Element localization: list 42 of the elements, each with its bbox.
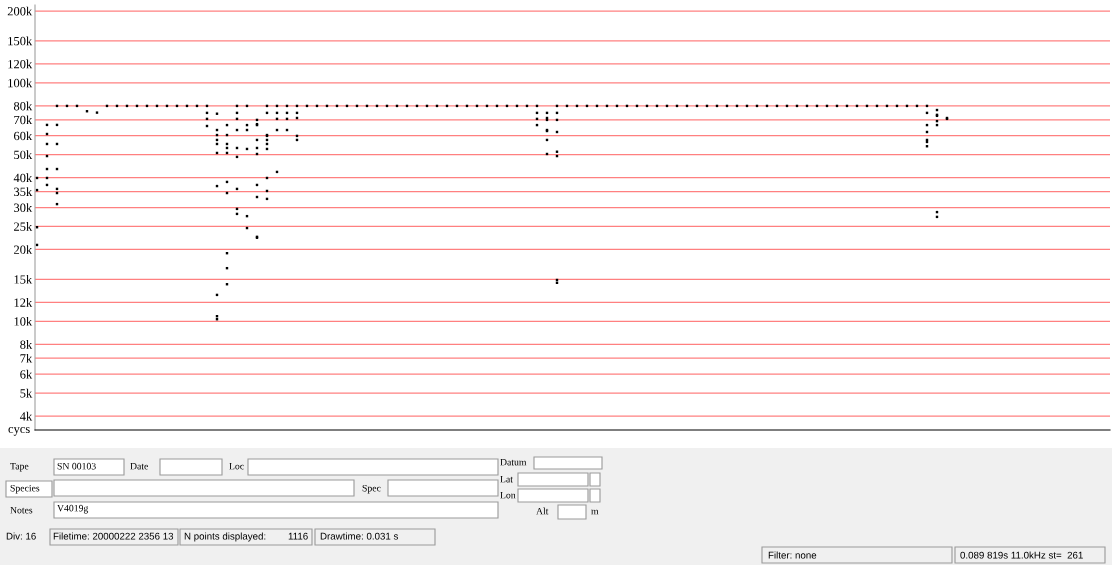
text: Date [130, 462, 149, 470]
y-tick-label: 30k [14, 203, 33, 212]
y-tick-label: 5k [20, 388, 33, 398]
y-tick-label: 25k [14, 222, 33, 231]
y-tick-label: 20k [14, 245, 33, 254]
y-tick-label: 80k [13, 101, 33, 111]
text: Tape [10, 462, 29, 472]
y-tick-label: 12k [14, 298, 33, 307]
text: SN 00103 [57, 462, 96, 470]
text: Lat [500, 475, 513, 483]
y-tick-label: 40k [13, 173, 33, 183]
y-axis-title: cycs [8, 427, 30, 436]
y-tick-label: 15k [14, 274, 33, 284]
text: m [591, 509, 599, 515]
text: 0.089 819s 11.0kHz st= 261 [960, 551, 1083, 559]
text: Alt [536, 507, 549, 515]
text: Filetime: 20000222 2356 13 [53, 532, 174, 540]
text: Spec [362, 484, 381, 494]
text: Notes [10, 506, 33, 514]
text: Filter: none [768, 551, 817, 559]
y-tick-label: 60k [14, 131, 33, 141]
y-tick-label: 6k [20, 369, 33, 379]
y-tick-label: 200k [7, 6, 33, 16]
text: Div: 16 [6, 532, 36, 540]
y-tick-label: 35k [14, 187, 33, 196]
text: Loc [229, 462, 244, 470]
text: 1116 [288, 532, 308, 540]
y-tick-label: 4k [19, 411, 33, 421]
y-tick-label: 120k [8, 59, 33, 69]
y-tick-label: 50k [14, 150, 33, 160]
text: Drawtime: 0.031 s [320, 532, 398, 540]
y-tick-label: 100k [8, 78, 33, 88]
y-tick-label: 70k [14, 115, 33, 125]
text: V4019g [57, 504, 89, 514]
text: N points displayed: [184, 532, 266, 542]
y-tick-label: 10k [14, 316, 33, 326]
y-tick-label: 8k [20, 340, 33, 349]
text: Datum [500, 458, 527, 466]
y-tick-label: 150k [8, 36, 33, 46]
text: Lon [500, 491, 516, 499]
y-tick-label: 7k [20, 353, 33, 363]
text: Species [10, 484, 40, 494]
